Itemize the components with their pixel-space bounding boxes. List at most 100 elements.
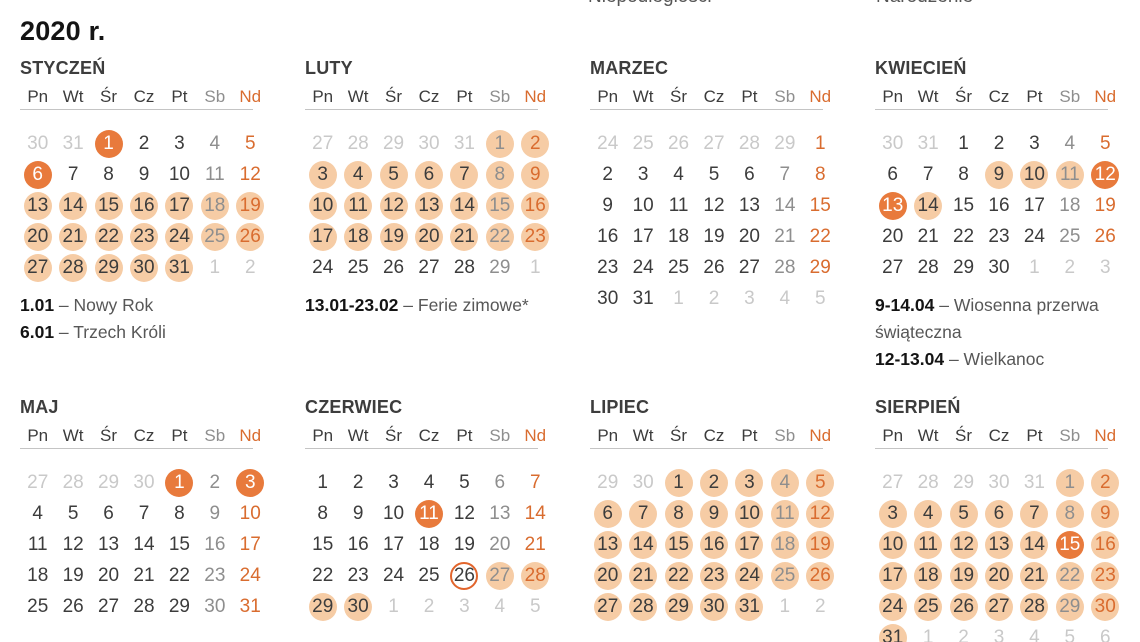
break-circle: 10: [308, 191, 337, 220]
week-row: 6 7 8 9 10 11 12: [590, 498, 838, 529]
break-circle: 24: [165, 222, 194, 251]
day-cell: 22: [952, 225, 975, 247]
week-row: 15 16 17 18 19 20 21: [305, 529, 553, 560]
month-grid: 1 2 3 4 5 6 7 8 9 10 11 12 13 14 15 16 17 18 19 20 21 22 23 24 2…: [305, 467, 557, 622]
break-circle: 27: [23, 253, 52, 282]
day-cell: 13: [981, 529, 1016, 560]
day-cell: 19: [233, 190, 268, 221]
day-of-week-header-row: Pn Wt Śr Cz Pt Sb Nd: [20, 423, 268, 448]
day-cell: 6: [744, 163, 755, 185]
day-cell: 10: [875, 529, 910, 560]
day-cell: 23: [204, 564, 226, 586]
break-circle: 20: [593, 561, 622, 590]
day-of-week-label: Wt: [917, 425, 939, 445]
day-cell: 7: [138, 502, 150, 524]
week-row: 27 28 29 30 1 2 3: [20, 467, 268, 498]
day-cell: 31: [162, 252, 197, 283]
day-cell: 30: [204, 595, 226, 617]
month-title: CZERWIEC: [305, 397, 403, 417]
day-cell: 6: [103, 502, 114, 524]
day-of-week-label: Pt: [1026, 425, 1043, 445]
day-cell: 31: [632, 287, 654, 309]
day-cell: 4: [340, 159, 375, 190]
week-row: 27 28 29 30 31 1 2: [20, 252, 268, 283]
day-cell: 16: [1088, 529, 1123, 560]
day-of-week-label: Sb: [204, 425, 226, 445]
day-cell: 24: [239, 564, 261, 586]
day-cell: 9: [518, 159, 553, 190]
day-cell: 14: [774, 194, 796, 216]
day-cell: 2: [352, 471, 364, 493]
day-cell: 21: [625, 560, 660, 591]
break-circle: 6: [414, 160, 443, 189]
break-circle: 30: [1091, 592, 1120, 621]
day-cell: 10: [632, 194, 654, 216]
break-circle: 20: [414, 222, 443, 251]
holiday-circle: 3: [236, 468, 265, 497]
day-cell: 22: [168, 564, 190, 586]
day-of-week-label: Nd: [239, 86, 262, 106]
day-cell: 29: [952, 471, 975, 493]
day-cell: 4: [910, 498, 945, 529]
year-title: 2020 r.: [20, 16, 106, 46]
day-cell: 3: [732, 467, 767, 498]
week-row: 20 21 22 23 24 25 26: [590, 560, 838, 591]
break-circle: 27: [984, 592, 1013, 621]
break-circle: 30: [129, 253, 158, 282]
day-cell: 29: [489, 256, 511, 278]
week-row: 22 23 24 25 26 27 28: [305, 560, 553, 591]
day-of-week-header-row: Pn Wt Śr Cz Pt Sb Nd: [20, 84, 268, 109]
day-of-week-label: Sb: [204, 86, 226, 106]
day-cell: 30: [340, 591, 375, 622]
break-circle: 4: [344, 160, 373, 189]
legend-dates: 9-14.04: [875, 295, 935, 315]
day-cell: 21: [524, 533, 546, 555]
holiday-circle: 12: [1091, 160, 1120, 189]
day-cell: 22: [661, 560, 696, 591]
day-cell: 2: [423, 595, 435, 617]
day-cell: 5: [459, 471, 470, 493]
day-cell: 11: [27, 533, 48, 555]
day-of-week-header-row: Pn Wt Śr Cz Pt Sb Nd: [305, 423, 553, 448]
day-cell: 29: [952, 256, 975, 278]
break-circle: 11: [344, 191, 373, 220]
header-divider: [875, 109, 1108, 110]
day-cell: 11: [340, 190, 375, 221]
day-cell: 25: [347, 256, 369, 278]
day-cell: 17: [162, 190, 197, 221]
day-cell: 1: [482, 128, 517, 159]
break-circle: 24: [878, 592, 907, 621]
day-cell: 2: [138, 132, 150, 154]
break-circle: 4: [770, 468, 799, 497]
day-cell: 27: [738, 256, 760, 278]
day-cell: 1: [958, 132, 969, 154]
break-circle: 14: [1020, 530, 1049, 559]
break-circle: 2: [699, 468, 728, 497]
holiday-circle: 11: [414, 499, 443, 528]
day-cell: 12: [1088, 159, 1123, 190]
break-circle: 30: [699, 592, 728, 621]
day-cell: 30: [126, 252, 161, 283]
day-cell: 30: [27, 132, 49, 154]
day-cell: 31: [1023, 471, 1045, 493]
day-cell: 30: [133, 471, 155, 493]
day-cell: 13: [738, 194, 760, 216]
day-cell: 16: [347, 533, 369, 555]
month-grid: 27 28 29 30 31 1 2 3 4 5 6 7 8 9 10 11 12 13 14 15 16 17 18 19 2…: [305, 128, 557, 283]
break-circle: 12: [949, 530, 978, 559]
day-cell: 17: [732, 529, 767, 560]
break-circle: 15: [94, 191, 123, 220]
day-cell: 5: [376, 159, 411, 190]
break-circle: 19: [236, 191, 265, 220]
day-cell: 15: [312, 533, 334, 555]
day-of-week-label: Cz: [988, 425, 1010, 445]
day-cell: 24: [312, 256, 334, 278]
break-circle: 19: [806, 530, 835, 559]
break-circle: 28: [1020, 592, 1049, 621]
break-circle: 23: [129, 222, 158, 251]
day-cell: 3: [174, 132, 185, 154]
week-row: 27 28 29 30 31 1 2: [305, 128, 553, 159]
month-title: STYCZEŃ: [20, 58, 106, 78]
break-circle: 20: [984, 561, 1013, 590]
day-cell: 13: [20, 190, 55, 221]
